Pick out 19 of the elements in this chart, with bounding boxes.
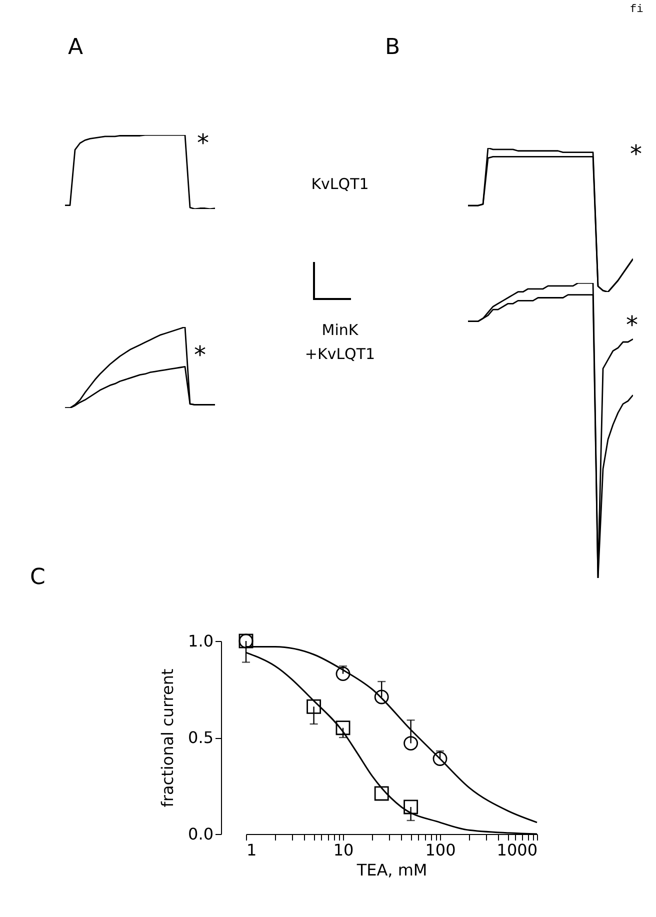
text: C [30,564,46,592]
annotation: * [630,139,642,170]
y-axis-title: fractional current [158,668,178,808]
y-tick-label: 0.5 [188,728,214,747]
y-tick-label: 1.0 [188,632,214,650]
annotation: * [626,310,638,341]
x-tick-label: 1 [246,840,257,860]
annotation: * [194,340,206,371]
x-axis-title: TEA, mM [356,860,428,880]
text: A [68,34,84,62]
text: fi [630,3,644,18]
text: MinK +KvLQT1 [304,320,376,365]
x-tick-label: 100 [425,840,456,860]
y-tick-label: 0.0 [188,824,214,844]
text: B [385,34,400,62]
annotation: * [197,128,209,159]
x-tick-label: 10 [333,840,354,860]
x-tick-label: 1000 [496,840,538,860]
text: KvLQT1 [310,174,370,195]
